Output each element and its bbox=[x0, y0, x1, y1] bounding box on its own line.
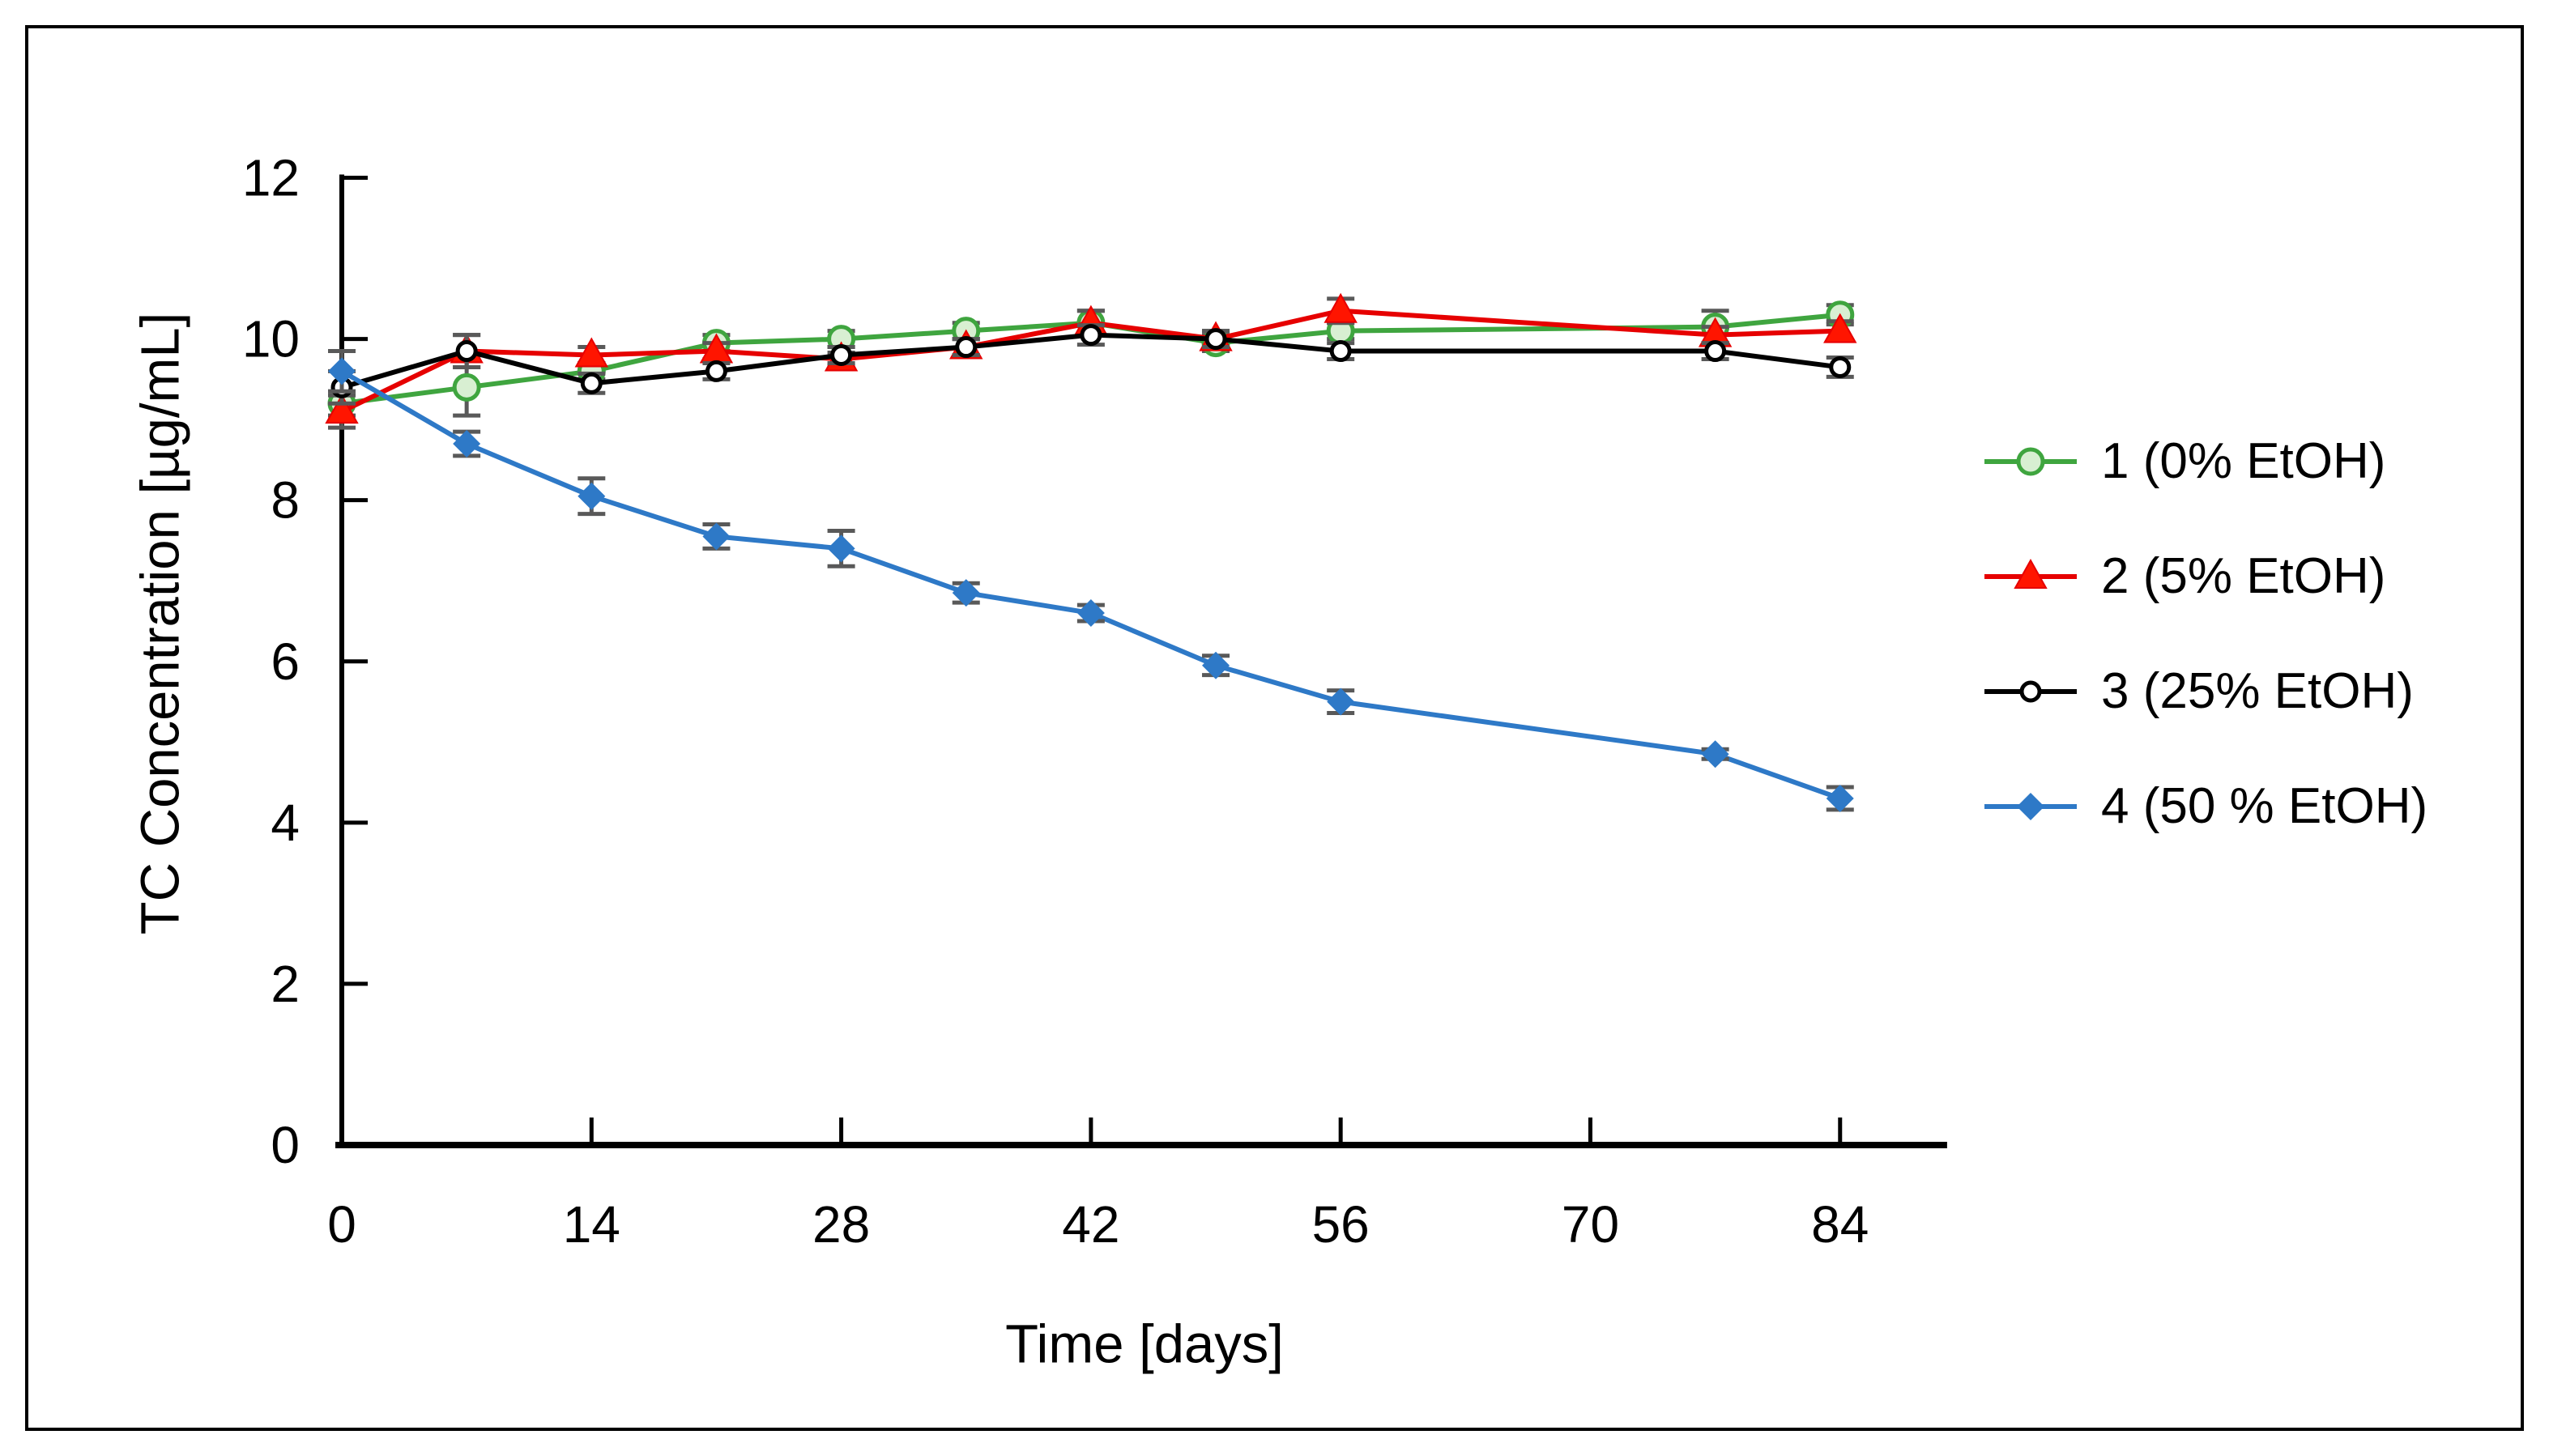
marker-diamond-icon bbox=[1701, 740, 1729, 768]
x-axis-title: Time [days] bbox=[1005, 1313, 1284, 1375]
x-tick-label: 14 bbox=[563, 1195, 620, 1254]
series-line bbox=[340, 368, 1841, 801]
series-4 bbox=[328, 349, 1854, 812]
legend-marker-icon bbox=[1984, 558, 2077, 589]
marker-circle-icon bbox=[955, 336, 978, 359]
y-tick-label: 6 bbox=[271, 632, 300, 691]
marker-circle-icon bbox=[830, 344, 853, 367]
legend-item-1: 1 (0% EtOH) bbox=[1983, 432, 2385, 491]
marker-circle-icon bbox=[452, 373, 481, 402]
marker-triangle-icon bbox=[2014, 558, 2048, 589]
x-tick-label: 84 bbox=[1811, 1195, 1869, 1254]
legend-item-3: 3 (25% EtOH) bbox=[1983, 662, 2414, 721]
marker-diamond-icon bbox=[1202, 651, 1230, 679]
marker-circle-icon bbox=[580, 372, 603, 394]
marker-circle-icon bbox=[1204, 328, 1227, 351]
legend-marker-icon bbox=[1984, 680, 2077, 703]
marker-diamond-icon bbox=[1327, 688, 1355, 716]
marker-diamond-icon bbox=[453, 430, 481, 458]
y-tick-label: 2 bbox=[271, 955, 300, 1013]
legend-marker-icon bbox=[1984, 447, 2077, 476]
y-tick-label: 8 bbox=[271, 471, 300, 530]
x-tick-label: 28 bbox=[812, 1195, 870, 1254]
marker-diamond-icon bbox=[1826, 784, 1854, 812]
series-2 bbox=[325, 292, 1857, 430]
y-tick-label: 0 bbox=[271, 1116, 300, 1174]
legend-item-2: 2 (5% EtOH) bbox=[1983, 547, 2385, 606]
marker-diamond-icon bbox=[827, 534, 855, 563]
legend-label: 3 (25% EtOH) bbox=[2101, 663, 2414, 719]
marker-circle-icon bbox=[1704, 340, 1727, 363]
marker-circle-icon bbox=[2019, 680, 2042, 703]
marker-circle-icon bbox=[1829, 355, 1852, 378]
marker-triangle-icon bbox=[1324, 292, 1358, 323]
series-3 bbox=[328, 323, 1854, 406]
marker-circle-icon bbox=[2016, 447, 2045, 476]
marker-diamond-icon bbox=[1076, 599, 1105, 628]
marker-triangle-icon bbox=[1823, 313, 1857, 343]
marker-triangle-icon bbox=[574, 337, 608, 368]
legend-marker-icon bbox=[1984, 793, 2077, 820]
y-tick-label: 4 bbox=[271, 794, 300, 852]
marker-diamond-icon bbox=[702, 522, 731, 551]
x-tick-label: 70 bbox=[1562, 1195, 1619, 1254]
marker-circle-icon bbox=[705, 360, 727, 382]
marker-diamond-icon bbox=[952, 579, 980, 607]
y-tick-label: 10 bbox=[242, 310, 300, 368]
marker-triangle-icon bbox=[325, 394, 359, 424]
marker-diamond-icon bbox=[328, 357, 356, 385]
x-tick-label: 56 bbox=[1312, 1195, 1370, 1254]
marker-circle-icon bbox=[1080, 324, 1102, 347]
marker-circle-icon bbox=[1329, 340, 1352, 363]
legend-label: 2 (5% EtOH) bbox=[2101, 548, 2386, 604]
legend-item-4: 4 (50 % EtOH) bbox=[1983, 777, 2428, 836]
marker-circle-icon bbox=[455, 340, 478, 363]
legend-label: 4 (50 % EtOH) bbox=[2101, 778, 2428, 834]
marker-diamond-icon bbox=[578, 482, 606, 510]
legend-label: 1 (0% EtOH) bbox=[2101, 433, 2386, 489]
y-axis-title: TC Concentration [µg/mL] bbox=[130, 312, 191, 935]
y-tick-label: 12 bbox=[242, 149, 300, 207]
x-tick-label: 0 bbox=[327, 1195, 356, 1254]
figure-border bbox=[25, 25, 2524, 1431]
marker-diamond-icon bbox=[2017, 793, 2044, 820]
x-tick-label: 42 bbox=[1062, 1195, 1119, 1254]
